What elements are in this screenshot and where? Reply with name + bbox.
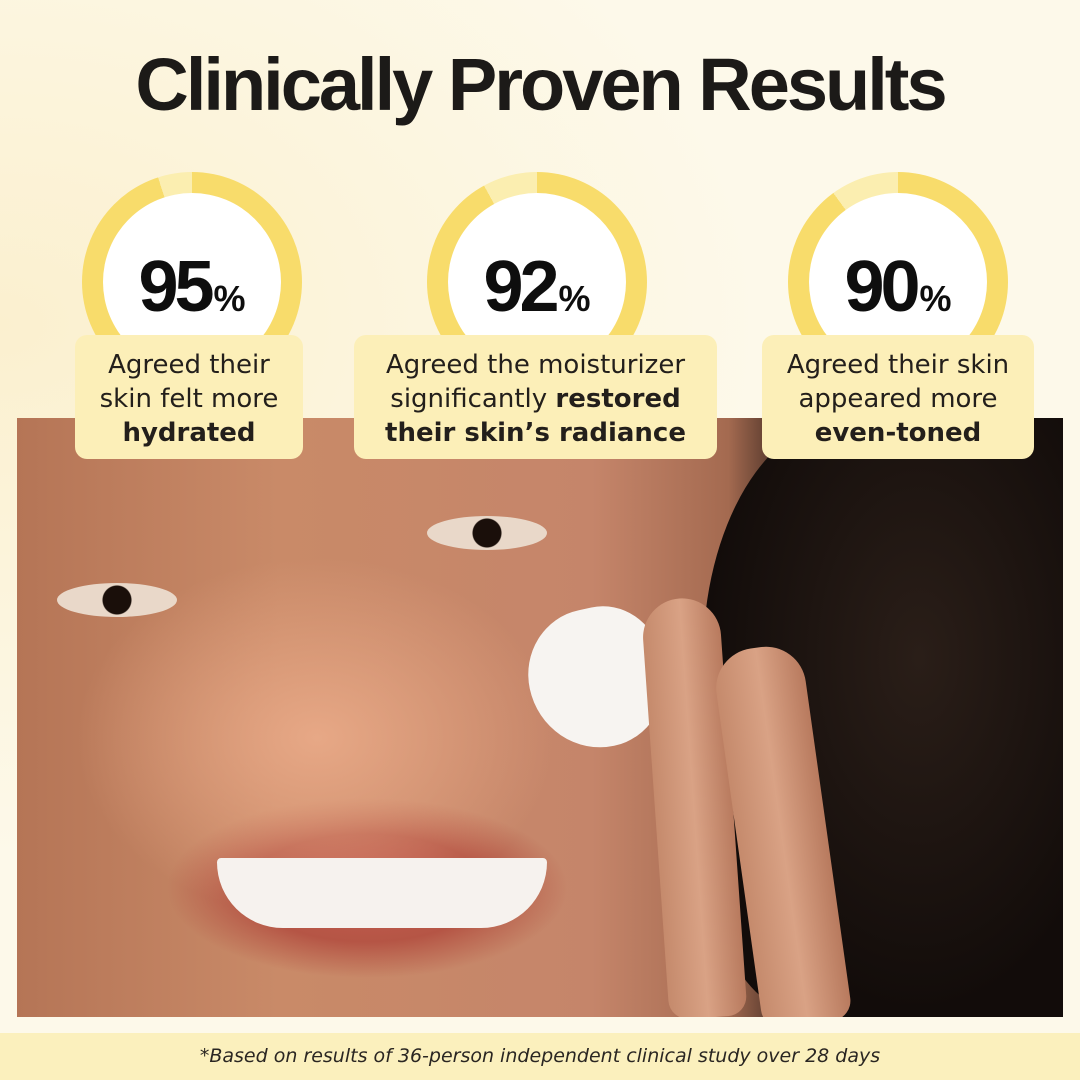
- footnote: *Based on results of 36-person independe…: [0, 1033, 1080, 1080]
- stat-value: 92%: [483, 247, 591, 327]
- model-photo: [17, 418, 1063, 1017]
- stat-value: 95%: [138, 247, 246, 327]
- smile: [217, 858, 547, 928]
- stat-value: 90%: [844, 247, 952, 327]
- right-eye: [427, 516, 547, 550]
- stat-caption-radiance: Agreed the moisturizer significantly rest…: [354, 335, 717, 459]
- page-title: Clinically Proven Results: [135, 43, 947, 126]
- stat-caption-even-tone: Agreed their skin appeared more even-toned: [762, 335, 1034, 459]
- stat-caption-hydrated: Agreed their skin felt more hydrated: [75, 335, 303, 459]
- left-eye: [57, 583, 177, 617]
